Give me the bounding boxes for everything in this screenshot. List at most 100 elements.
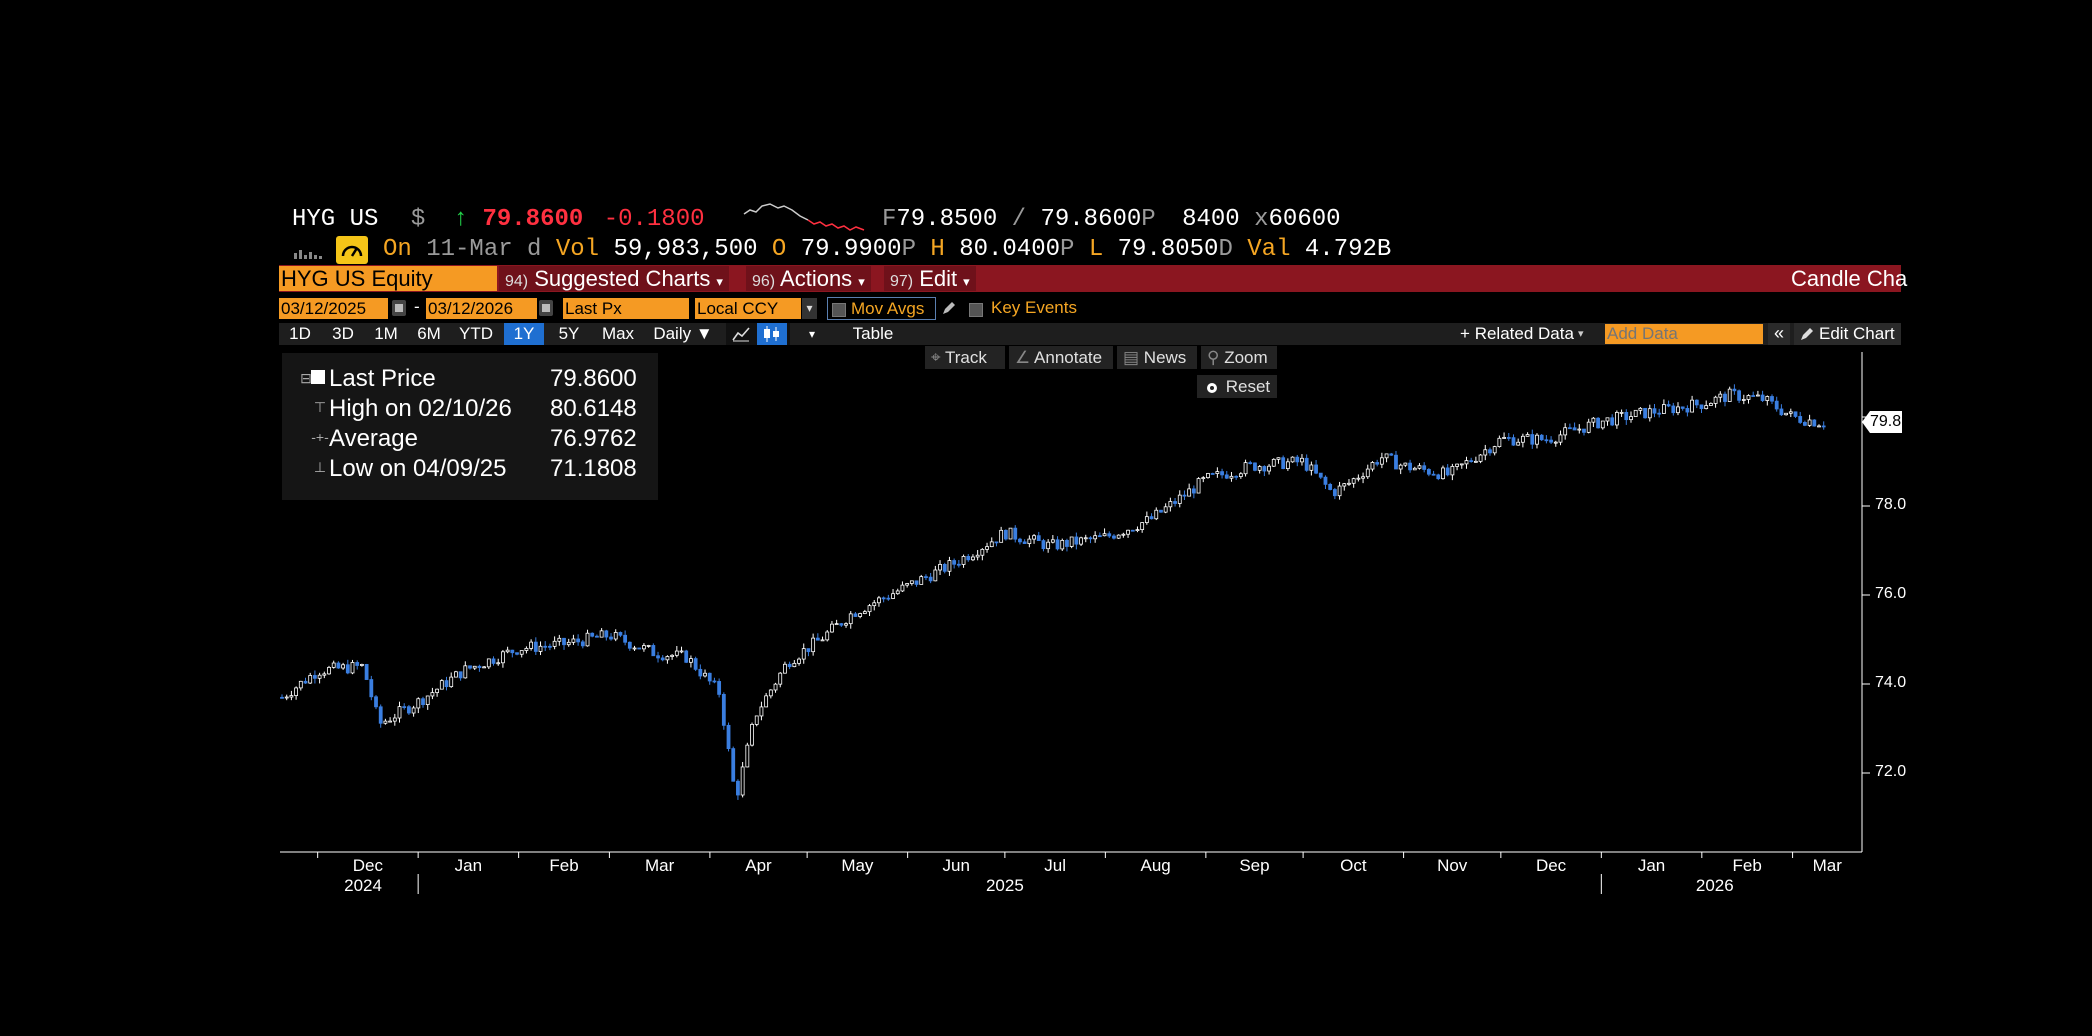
ticker[interactable]: HYG US — [292, 206, 379, 233]
candle-up — [416, 698, 421, 709]
add-data-input[interactable] — [1605, 324, 1763, 344]
track-button[interactable]: ⌖ Track — [925, 346, 1005, 369]
candle-up — [360, 664, 364, 666]
candle-down — [1234, 475, 1239, 478]
candle-up — [778, 672, 783, 685]
reset-button[interactable]: Reset — [1197, 375, 1277, 398]
candle-down — [1539, 434, 1544, 441]
market-status-icon[interactable] — [336, 236, 368, 264]
expand-icon[interactable]: ⊟ — [300, 370, 312, 386]
candle-up — [1755, 394, 1760, 397]
candle-up — [571, 638, 576, 643]
crosshair-icon: ⌖ — [931, 348, 941, 367]
candle-up — [679, 650, 684, 653]
period-button-ytd[interactable]: YTD — [459, 324, 493, 343]
line-chart-icon[interactable] — [732, 326, 750, 347]
candle-up — [496, 662, 501, 665]
annotate-label: Annotate — [1034, 348, 1103, 367]
candle-chart-icon[interactable] — [757, 323, 787, 345]
period-button-5y[interactable]: 5Y — [558, 324, 580, 343]
candle-down — [637, 647, 642, 650]
candle-down — [1680, 406, 1685, 409]
period-button-1m[interactable]: 1M — [374, 324, 398, 343]
pencil-icon[interactable] — [941, 300, 957, 321]
candle-up — [1238, 473, 1243, 477]
key-events-checkbox[interactable] — [969, 303, 983, 317]
candle-down — [712, 680, 717, 683]
candle-up — [797, 658, 801, 664]
x-tick-label: Jun — [942, 856, 970, 875]
candle-up — [642, 645, 646, 650]
legend-low-value: 71.1808 — [550, 455, 637, 482]
candle-up — [1008, 527, 1013, 540]
mov-avgs-toggle[interactable]: Mov Avgs — [827, 297, 936, 320]
candle-up — [1398, 464, 1403, 470]
candle-down — [1295, 456, 1300, 463]
candle-down — [1224, 474, 1229, 479]
frequency-select[interactable]: Daily ▼ — [653, 324, 713, 343]
candle-up — [1788, 411, 1793, 414]
size-separator: x — [1254, 206, 1269, 233]
candle-up — [750, 724, 754, 746]
actions-menu[interactable]: 96) Actions ▾ — [746, 266, 871, 291]
candle-up — [971, 556, 975, 561]
collapse-icon[interactable]: « — [1768, 323, 1790, 345]
related-data-menu[interactable]: + Related Data — [1460, 324, 1574, 343]
edit-chart-button[interactable]: Edit Chart — [1794, 323, 1901, 345]
candle-down — [1431, 473, 1436, 476]
candle-up — [961, 555, 966, 565]
candle-up — [768, 689, 773, 697]
suggested-charts-menu[interactable]: 94) Suggested Charts ▾ — [499, 266, 729, 291]
candle-up — [985, 546, 989, 550]
candle-up — [1765, 396, 1770, 401]
legend-panel[interactable]: ⊟ Last Price 79.8600 ⊤ High on 02/10/26 … — [282, 353, 658, 500]
candle-up — [1483, 449, 1488, 456]
mov-avgs-checkbox[interactable] — [832, 303, 846, 317]
candle-up — [909, 580, 914, 584]
currency-dropdown-icon[interactable]: ▾ — [802, 298, 817, 319]
legend-average-value: 76.9762 — [550, 425, 637, 452]
candle-up — [331, 662, 336, 668]
candle-down — [421, 698, 425, 706]
candle-down — [1751, 395, 1756, 397]
chart-type-dropdown[interactable]: ▾ — [808, 327, 816, 341]
volume: 59,983,500 — [613, 236, 758, 263]
edit-menu[interactable]: 97) Edit ▾ — [884, 266, 976, 291]
calendar-icon[interactable] — [392, 300, 406, 316]
candle-down — [1097, 535, 1102, 538]
candle-up — [1704, 405, 1709, 410]
table-button[interactable]: Table — [852, 324, 894, 343]
candle-up — [1135, 529, 1140, 532]
price-field-select[interactable]: Last Px — [563, 298, 689, 319]
start-date-field[interactable]: 03/12/2025 — [279, 298, 388, 319]
calendar-icon[interactable] — [539, 300, 553, 316]
period-button-max[interactable]: Max — [601, 324, 635, 343]
candle-down — [1812, 419, 1817, 427]
currency-select[interactable]: Local CCY — [695, 298, 801, 319]
zoom-button[interactable]: ⚲ Zoom — [1201, 346, 1277, 369]
end-date-field[interactable]: 03/12/2026 — [426, 298, 537, 319]
period-button-1y[interactable]: 1Y — [504, 323, 544, 345]
candle-up — [1661, 404, 1666, 414]
low-label: L — [1088, 236, 1104, 263]
annotate-button[interactable]: ∠ Annotate — [1009, 346, 1113, 369]
candle-down — [721, 694, 726, 726]
candle-down — [1506, 437, 1511, 439]
candle-up — [1807, 419, 1812, 426]
candle-down — [881, 597, 886, 600]
candle-down — [1018, 538, 1022, 543]
candle-down — [1173, 501, 1177, 504]
candle-down — [627, 641, 632, 649]
period-button-3d[interactable]: 3D — [332, 324, 354, 343]
period-button-1d[interactable]: 1D — [289, 324, 311, 343]
key-events-label[interactable]: Key Events — [991, 298, 1077, 317]
bid-ask-separator: / — [1011, 206, 1027, 233]
candle-down — [1774, 400, 1779, 410]
candle-up — [1140, 522, 1145, 531]
period-bar — [279, 323, 1901, 345]
news-button[interactable]: ▤ News — [1117, 346, 1197, 369]
period-button-6m[interactable]: 6M — [417, 324, 441, 343]
security-field[interactable]: HYG US Equity — [279, 266, 497, 291]
candle-up — [613, 632, 618, 640]
